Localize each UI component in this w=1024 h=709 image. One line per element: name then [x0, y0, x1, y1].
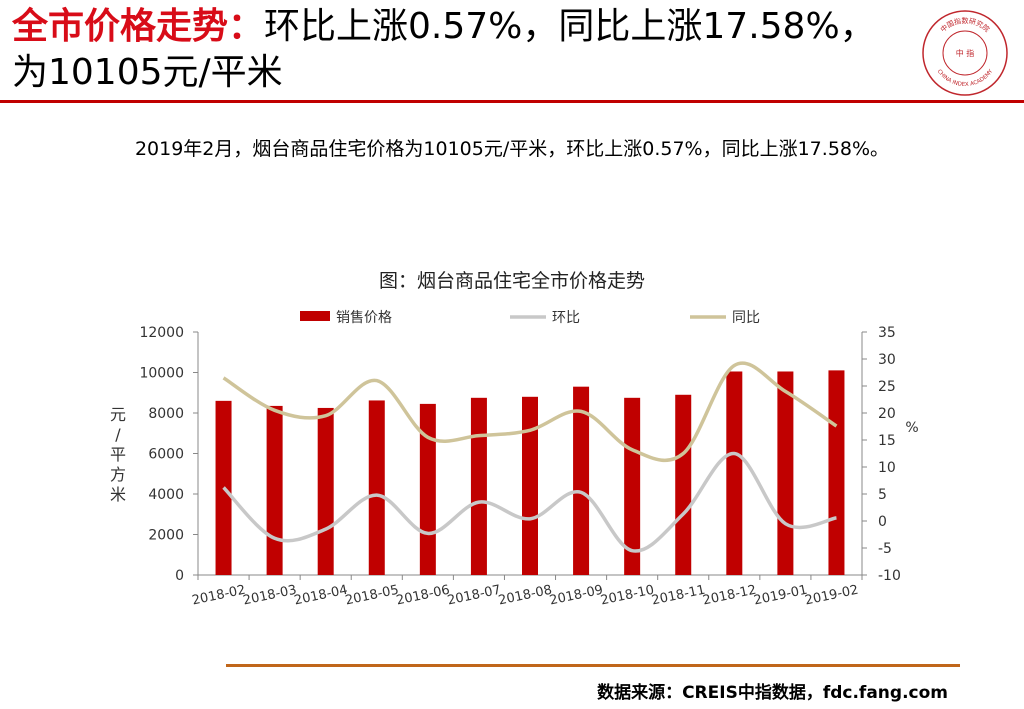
x-tick-label: 2018-11 [650, 583, 706, 609]
y-left-axis-label: 元 [110, 405, 126, 424]
mom-line [222, 451, 837, 553]
y-right-tick-label: 0 [878, 514, 887, 530]
price-bar [726, 371, 743, 575]
title-underline [0, 100, 1024, 103]
yoy-line [222, 361, 838, 463]
y-left-tick-label: 2000 [148, 528, 184, 544]
x-tick-label: 2018-07 [446, 583, 502, 609]
x-tick-label: 2019-01 [753, 583, 809, 609]
y-right-tick-label: 20 [878, 406, 896, 422]
price-bar [777, 371, 794, 575]
y-left-tick-label: 4000 [148, 487, 184, 503]
price-bar [368, 400, 385, 575]
title-rest: 环比上涨0.57%，同比上涨17.58%，为10105元/平米 [12, 6, 876, 93]
y-right-tick-label: 10 [878, 460, 896, 476]
y-right-tick-label: 5 [878, 487, 887, 503]
y-left-tick-label: 0 [175, 568, 184, 584]
x-tick-label: 2018-05 [344, 583, 400, 609]
price-bar [419, 403, 436, 575]
x-tick-label: 2018-04 [293, 583, 349, 609]
x-tick-label: 2018-09 [548, 583, 604, 609]
y-left-tick-label: 8000 [148, 406, 184, 422]
price-bar [675, 394, 692, 575]
y-left-axis-label: 平 [110, 445, 126, 464]
y-left-axis-label: 方 [110, 465, 126, 484]
data-source: 数据来源：CREIS中指数据，fdc.fang.com [597, 683, 948, 703]
legend-label: 销售价格 [336, 310, 392, 326]
y-right-tick-label: -5 [878, 541, 892, 557]
price-bar [522, 396, 538, 575]
price-bar [317, 407, 334, 575]
x-tick-label: 2018-06 [395, 583, 451, 609]
price-bar [624, 397, 641, 575]
page-title: 全市价格走势：环比上涨0.57%，同比上涨17.58%，为10105元/平米 [12, 4, 902, 96]
y-right-tick-label: 35 [878, 325, 896, 341]
x-tick-label: 2018-10 [599, 583, 655, 609]
y-right-axis-label: % [905, 420, 918, 436]
x-tick-label: 2018-12 [701, 583, 757, 609]
source-divider [226, 664, 960, 667]
y-right-tick-label: 15 [878, 433, 896, 449]
price-bar [266, 405, 283, 575]
y-right-tick-label: -10 [878, 568, 901, 584]
x-tick-label: 2019-02 [804, 583, 860, 609]
summary-text: 2019年2月，烟台商品住宅价格为10105元/平米，环比上涨0.57%，同比上… [134, 138, 890, 160]
price-bar [573, 386, 590, 575]
legend-swatch [300, 311, 330, 321]
x-tick-label: 2018-08 [497, 583, 553, 609]
y-left-axis-label: 米 [110, 485, 126, 504]
y-right-tick-label: 30 [878, 352, 896, 368]
x-tick-label: 2018-03 [242, 583, 298, 609]
logo-center-text: 中 指 [956, 48, 975, 58]
y-left-axis-label: / [115, 425, 121, 444]
legend-label: 同比 [732, 310, 760, 326]
legend-label: 环比 [552, 310, 580, 326]
price-bar [470, 397, 487, 575]
chart-title: 图：烟台商品住宅全市价格走势 [378, 270, 645, 292]
logo-outer-ring [922, 10, 1008, 96]
x-tick-label: 2018-02 [191, 583, 247, 609]
y-left-tick-label: 12000 [139, 325, 184, 341]
y-left-tick-label: 6000 [148, 447, 184, 463]
price-bar [828, 370, 845, 575]
logo-inner-ring [942, 30, 988, 76]
china-index-academy-logo: 中国指数研究院 CHINA INDEX ACADEMY 中 指 [922, 10, 1008, 96]
title-highlight: 全市价格走势： [12, 6, 265, 47]
y-left-tick-label: 10000 [139, 366, 184, 382]
y-right-tick-label: 25 [878, 379, 896, 395]
